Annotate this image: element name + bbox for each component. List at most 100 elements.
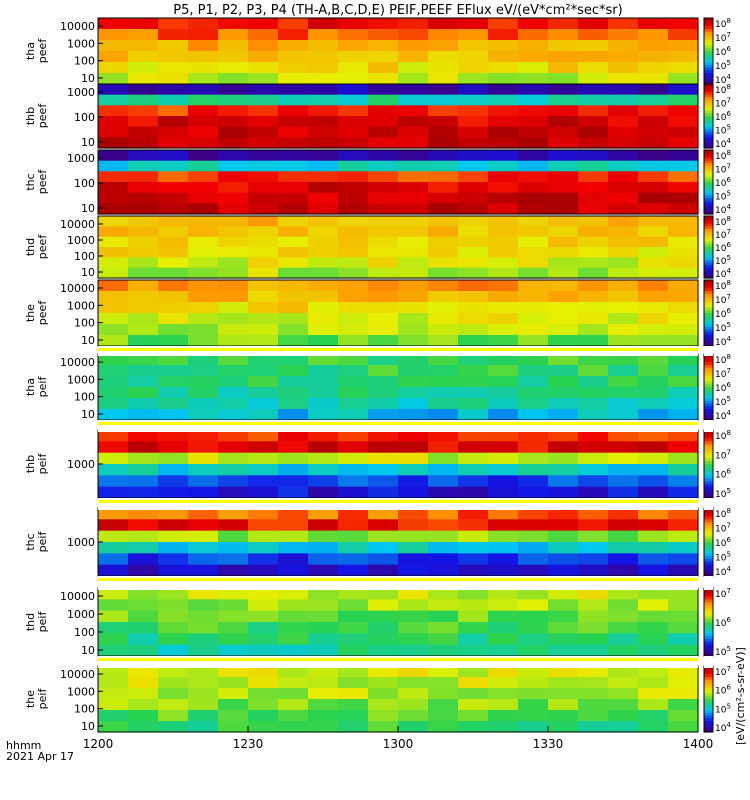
heatmap-cell bbox=[488, 530, 519, 543]
heatmap-cell bbox=[218, 216, 249, 227]
colorbar-segment bbox=[704, 610, 713, 615]
heatmap-cell bbox=[98, 677, 129, 689]
heatmap-cell bbox=[548, 105, 579, 117]
heatmap-cell bbox=[458, 73, 489, 85]
heatmap-cell bbox=[458, 267, 489, 279]
heatmap-cell bbox=[278, 236, 309, 248]
heatmap-cell bbox=[188, 475, 219, 488]
heatmap-cell bbox=[608, 267, 639, 279]
heatmap-cell bbox=[188, 599, 219, 612]
heatmap-cell bbox=[578, 84, 609, 96]
heatmap-cell bbox=[518, 610, 549, 623]
heatmap-cell bbox=[458, 137, 489, 149]
heatmap-cell bbox=[578, 150, 609, 162]
heatmap-cell bbox=[398, 622, 429, 634]
panel-species-label: peef bbox=[36, 103, 49, 129]
heatmap-cell bbox=[308, 508, 339, 520]
heatmap-cell bbox=[458, 226, 489, 238]
heatmap-cell bbox=[128, 29, 159, 41]
heatmap-cell bbox=[608, 335, 639, 347]
colorbar-segment bbox=[704, 239, 713, 243]
heatmap-cell bbox=[278, 267, 309, 279]
heatmap-cell bbox=[398, 126, 429, 138]
heatmap-cell bbox=[458, 644, 489, 657]
heatmap-cell bbox=[638, 291, 669, 303]
heatmap-cell bbox=[608, 62, 639, 74]
panel-probe-label: tha bbox=[24, 378, 37, 396]
heatmap-cell bbox=[608, 302, 639, 314]
colorbar-segment bbox=[704, 530, 713, 535]
heatmap-cell bbox=[398, 291, 429, 303]
heatmap-cell bbox=[458, 530, 489, 543]
heatmap-cell bbox=[608, 150, 639, 162]
heatmap-cell bbox=[368, 542, 399, 554]
heatmap-cell bbox=[98, 398, 129, 410]
heatmap-cell bbox=[668, 599, 699, 612]
heatmap-cell bbox=[458, 387, 489, 399]
heatmap-cell bbox=[98, 40, 129, 52]
colorbar-tick-label: 108 bbox=[715, 429, 731, 442]
heatmap-cell bbox=[158, 530, 189, 543]
heatmap-cell bbox=[668, 267, 699, 279]
colorbar-segment bbox=[704, 20, 713, 25]
colorbar-segment bbox=[704, 166, 713, 170]
y-tick-label: 10000 bbox=[60, 668, 95, 681]
heatmap-cell bbox=[98, 29, 129, 41]
heatmap-cell bbox=[668, 588, 699, 600]
heatmap-cell bbox=[548, 267, 579, 279]
heatmap-cell bbox=[668, 688, 699, 700]
heatmap-cell bbox=[368, 666, 399, 678]
heatmap-cell bbox=[548, 622, 579, 634]
heatmap-cell bbox=[458, 599, 489, 612]
y-tick-label: 10 bbox=[81, 136, 95, 149]
colorbar-segment bbox=[704, 218, 713, 222]
colorbar-tick-label: 106 bbox=[715, 45, 731, 58]
heatmap-cell bbox=[248, 688, 279, 700]
colorbar-segment bbox=[704, 409, 713, 413]
colorbar-segment bbox=[704, 367, 713, 372]
heatmap-cell bbox=[98, 84, 129, 96]
heatmap-cell bbox=[548, 203, 579, 215]
heatmap-cell bbox=[458, 441, 489, 454]
colorbar-segment bbox=[704, 461, 713, 465]
heatmap-cell bbox=[128, 542, 159, 554]
heatmap-cell bbox=[218, 430, 249, 442]
heatmap-cell bbox=[248, 644, 279, 657]
panel-probe-label: thc bbox=[24, 173, 37, 190]
heatmap-cell bbox=[518, 542, 549, 554]
heatmap-cell bbox=[158, 464, 189, 476]
heatmap-cell bbox=[278, 376, 309, 388]
colorbar-segment bbox=[704, 542, 713, 546]
colorbar-segment bbox=[704, 444, 713, 448]
heatmap-cell bbox=[158, 409, 189, 421]
colorbar-segment bbox=[704, 324, 713, 328]
heatmap-cell bbox=[248, 302, 279, 314]
heatmap-cell bbox=[428, 610, 459, 623]
heatmap-cell bbox=[188, 291, 219, 303]
heatmap-cell bbox=[98, 62, 129, 74]
heatmap-cell bbox=[398, 430, 429, 442]
heatmap-cell bbox=[548, 610, 579, 623]
heatmap-cell bbox=[338, 302, 369, 314]
colorbar-segment bbox=[704, 596, 713, 600]
heatmap-cell bbox=[398, 530, 429, 543]
heatmap-cell bbox=[98, 666, 129, 678]
heatmap-cell bbox=[668, 721, 699, 733]
heatmap-cell bbox=[278, 464, 309, 476]
heatmap-cell bbox=[608, 84, 639, 96]
heatmap-cell bbox=[158, 677, 189, 689]
colorbar-segment bbox=[704, 438, 713, 442]
colorbar-segment bbox=[704, 34, 713, 38]
heatmap-cell bbox=[548, 126, 579, 138]
heatmap-cell bbox=[278, 365, 309, 377]
heatmap-cell bbox=[458, 464, 489, 476]
heatmap-cell bbox=[278, 280, 309, 292]
panel-frame bbox=[97, 149, 699, 215]
heatmap-cell bbox=[518, 365, 549, 377]
heatmap-cell bbox=[578, 464, 609, 476]
heatmap-cell bbox=[248, 192, 279, 204]
heatmap-cell bbox=[98, 622, 129, 634]
heatmap-cell bbox=[578, 302, 609, 314]
heatmap-cell bbox=[98, 313, 129, 325]
heatmap-cell bbox=[98, 365, 129, 377]
